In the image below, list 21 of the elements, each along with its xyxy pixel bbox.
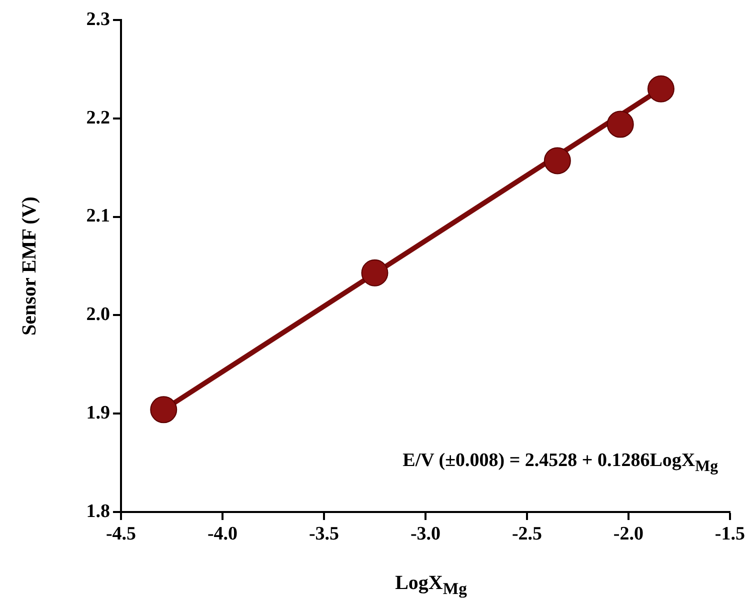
point — [647, 75, 674, 102]
point — [361, 259, 388, 286]
y-axis-title: Sensor EMF (V) — [18, 196, 42, 336]
y-tick-label: 2.1 — [86, 206, 110, 227]
x-tick-label: -2.5 — [512, 523, 542, 544]
x-tick-label: -3.5 — [308, 523, 340, 544]
point — [150, 396, 178, 424]
x-tick-label: -2.0 — [613, 523, 644, 544]
y-tick-label: 1.9 — [86, 402, 110, 424]
x-axis-title: LogX$_{Mg}$ — [394, 572, 468, 599]
annotation: E/V (±0.008) = 2.4528 + 0.1286LogX$_{Mg}$ — [402, 450, 718, 476]
x-tick-label: -1.5 — [714, 523, 745, 544]
y-tick-label: 2.0 — [86, 304, 110, 326]
x-tick-label: -4.0 — [207, 523, 238, 544]
point — [544, 147, 571, 174]
y-tick-label: 2.3 — [86, 8, 110, 30]
y-tick-label: 2.2 — [86, 107, 110, 128]
x-tick-label: -4.5 — [106, 523, 136, 544]
y-tick-label: 1.8 — [86, 500, 110, 522]
x-tick-label: -3.0 — [410, 523, 441, 544]
point — [606, 110, 634, 138]
